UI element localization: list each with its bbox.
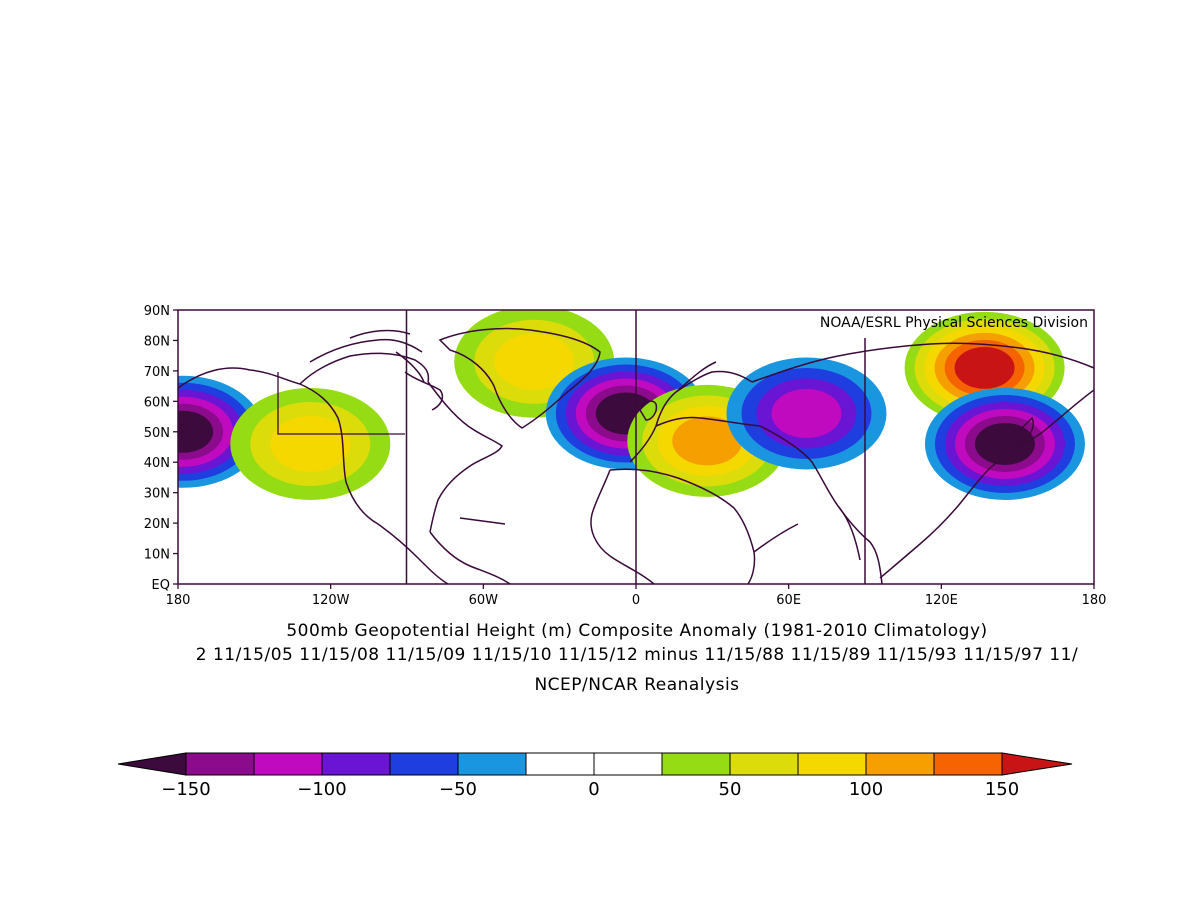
lon-tick-label: 60W [469, 593, 499, 608]
anomaly-shading [178, 310, 1085, 500]
coast-greenland [438, 327, 601, 429]
colorbar-tick-label: −100 [297, 779, 346, 800]
coast-africa [590, 468, 756, 584]
anomaly-center [230, 387, 391, 500]
colorbar-box [253, 752, 323, 776]
colorbar-tick-label: −150 [161, 779, 210, 800]
colorbar-box [525, 752, 595, 776]
lat-tick-label: 50N [144, 426, 170, 441]
colorbar-box [797, 752, 867, 776]
colorbar-box [865, 752, 935, 776]
coast-europe [629, 361, 761, 463]
colorbar-box [593, 752, 663, 776]
caption-title: 500mb Geopotential Height (m) Composite … [286, 621, 987, 641]
anomaly-contour [771, 389, 842, 439]
colorbar-box [729, 752, 799, 776]
lon-tick-label: 120W [312, 593, 350, 608]
coast-hudson-bay [404, 371, 444, 411]
anomaly-contour [954, 346, 1015, 389]
anomaly-contour [178, 410, 214, 453]
colorbar-box [457, 752, 527, 776]
colorbar-box [933, 752, 1003, 776]
lat-tick-label: 40N [144, 456, 170, 471]
caption-dates: 2 11/15/05 11/15/08 11/15/09 11/15/10 11… [196, 645, 1078, 665]
lon-tick-label: 60E [776, 593, 801, 608]
colorbar-box [389, 752, 459, 776]
colorbar-box [321, 752, 391, 776]
lat-tick-label: 70N [144, 365, 170, 380]
coastlines [178, 327, 1094, 584]
lat-tick-label: EQ [152, 578, 170, 593]
colorbar-tick-label: 0 [588, 779, 599, 800]
coast-arabia-india [753, 505, 861, 561]
anomaly-contour [494, 333, 575, 390]
colorbar-tick-label: −50 [439, 779, 477, 800]
coast-north-america [178, 352, 503, 584]
credit-label: NOAA/ESRL Physical Sciences Division [820, 315, 1088, 331]
boundary-us-canada [277, 372, 405, 435]
anomaly-contour [270, 415, 351, 472]
coast-canadian-arctic [309, 329, 425, 383]
lat-tick-label: 30N [144, 487, 170, 502]
lon-tick-label: 180 [166, 593, 191, 608]
coast-central-america [429, 517, 511, 584]
anomaly-center [726, 357, 887, 470]
coast-asia-east [879, 389, 1094, 579]
colorbar-box [185, 752, 255, 776]
colorbar-box [661, 752, 731, 776]
coast-asia-north [751, 342, 1094, 383]
lon-tick-label: 0 [632, 593, 640, 608]
coast-asia-south [759, 425, 883, 584]
lon-tick-label: 180 [1082, 593, 1107, 608]
latitude-axis: 90N 80N 70N 60N 50N 40N 30N 20N 10N EQ [144, 304, 178, 593]
colorbar-labels: −150 −100 −50 0 50 100 150 [161, 779, 1019, 800]
anomaly-contour [974, 422, 1035, 465]
coast-uk [639, 400, 658, 421]
lat-tick-label: 60N [144, 395, 170, 410]
coast-japan [1008, 416, 1034, 445]
colorbar [117, 752, 1073, 776]
anomaly-center [924, 387, 1085, 500]
colorbar-tick-label: 150 [985, 779, 1019, 800]
anomaly-contour [672, 416, 743, 466]
map-panel: NOAA/ESRL Physical Sciences Division 90N… [144, 304, 1107, 608]
caption-source: NCEP/NCAR Reanalysis [534, 675, 739, 695]
colorbar-high-arrow [1001, 752, 1073, 776]
longitude-axis: 180 120W 60W 0 60E 120E 180 [166, 584, 1107, 608]
colorbar-low-arrow [117, 752, 187, 776]
lat-tick-label: 10N [144, 548, 170, 563]
colorbar-tick-label: 100 [849, 779, 883, 800]
lon-tick-label: 120E [925, 593, 958, 608]
colorbar-tick-label: 50 [719, 779, 742, 800]
lat-tick-label: 90N [144, 304, 170, 319]
lat-tick-label: 20N [144, 517, 170, 532]
lat-tick-label: 80N [144, 334, 170, 349]
